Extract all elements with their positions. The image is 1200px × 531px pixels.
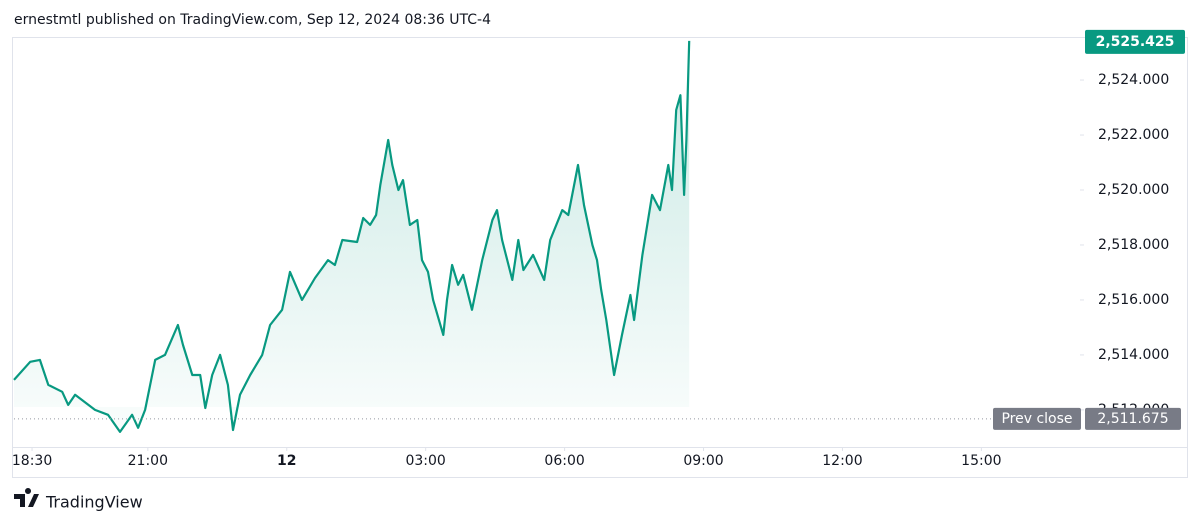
x-tick-label: 18:30 [12, 453, 52, 469]
logo [14, 488, 39, 507]
x-tick-label: 15:00 [961, 453, 1001, 469]
frame [12, 37, 1188, 478]
y-tick-label: 2,524.000 [1098, 72, 1169, 88]
chart-title: ernestmtl published on TradingView.com, … [14, 12, 491, 28]
price-line [13, 40, 691, 433]
x-tick-label: 03:00 [405, 453, 445, 469]
x-tick-label: 09:00 [683, 453, 723, 469]
last-price-label: 2,525.425 [1096, 34, 1175, 50]
x-tick-label: 12 [277, 453, 296, 469]
y-tick-label: 2,522.000 [1098, 127, 1169, 143]
x-tick-label: 12:00 [822, 453, 862, 469]
y-tick-label: 2,514.000 [1098, 347, 1169, 363]
logo-icon [14, 488, 39, 507]
x-tick-label: 06:00 [544, 453, 584, 469]
prev-close-value-tag [1085, 407, 1181, 430]
area-fill [14, 40, 690, 432]
last-price-tag [1085, 29, 1185, 54]
x-tick-label: 21:00 [128, 453, 168, 469]
prev-close-tag [993, 407, 1081, 430]
prev-close-label: Prev close [1001, 411, 1072, 427]
y-tick-label: 2,518.000 [1098, 237, 1169, 253]
footer-brand: TradingView [45, 493, 143, 512]
y-tick-label: 2,520.000 [1098, 182, 1169, 198]
y-tick-label: 2,516.000 [1098, 292, 1169, 308]
plot: 2,512.0002,514.0002,516.0002,518.0002,52… [12, 29, 1185, 469]
prev-close-value: 2,511.675 [1097, 411, 1168, 427]
